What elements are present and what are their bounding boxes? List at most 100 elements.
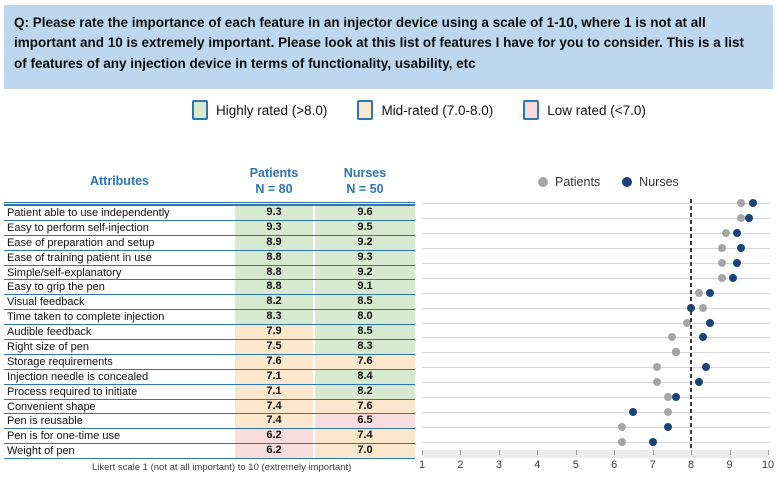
axis-tick-label: 8: [688, 459, 695, 471]
table-header: Attributes Patients N = 80 Nurses N = 50: [4, 160, 415, 205]
nurses-data-point: [733, 229, 742, 238]
legend-item-mid: Mid-rated (7.0-8.0): [357, 100, 493, 120]
col-header-patients: Patients N = 80: [235, 165, 313, 198]
axis-tick-label: 3: [495, 459, 502, 471]
patients-series-label: Patients: [555, 175, 601, 189]
attribute-label: Easy to grip the pen: [7, 281, 105, 294]
chart-legend: Patients Nurses: [538, 175, 679, 189]
nurses-n-label: N = 50: [346, 182, 384, 196]
legend-label-low: Low rated (<7.0): [547, 102, 646, 118]
nurses-score-cell: 9.2: [315, 265, 415, 280]
table-row: Ease of training patient in use 8.8 9.3: [4, 249, 415, 265]
table-row: Easy to grip the pen 8.8 9.1: [4, 279, 415, 295]
col-header-attributes: Attributes: [89, 174, 150, 188]
nurses-data-point: [737, 244, 746, 253]
attribute-label: Patient able to use independently: [7, 206, 170, 219]
chart-row: [422, 390, 770, 405]
axis-tick: [575, 450, 577, 455]
patients-data-point: [737, 199, 746, 208]
axis-tick-label: 2: [457, 459, 464, 471]
nurses-data-point: [733, 259, 742, 267]
nurses-score-cell: 7.6: [315, 399, 415, 414]
nurses-score-cell: 7.6: [315, 354, 415, 369]
patients-score-cell: 7.4: [235, 399, 313, 414]
patients-score-cell: 6.2: [235, 429, 313, 444]
patients-score-cell: 7.1: [235, 384, 313, 399]
nurses-data-point: [748, 199, 757, 208]
nurses-score-cell: 9.6: [315, 206, 415, 220]
table-row: Simple/self-explanatory 8.8 9.2: [4, 264, 415, 280]
axis-tick: [422, 450, 423, 455]
patients-data-point: [717, 259, 726, 267]
nurses-score-cell: 7.4: [315, 429, 415, 444]
attribute-label: Right size of pen: [7, 340, 89, 353]
table-row: Process required to initiate 7.1 8.2: [4, 383, 415, 399]
patients-score-cell: 8.9: [235, 235, 313, 250]
patients-data-point: [652, 378, 661, 387]
chart-row: [422, 434, 770, 449]
legend-item-low: Low rated (<7.0): [523, 100, 646, 120]
rating-band-legend: Highly rated (>8.0) Mid-rated (7.0-8.0) …: [192, 100, 646, 120]
nurses-score-cell: 8.4: [315, 369, 415, 384]
question-text: Q: Please rate the importance of each fe…: [14, 15, 744, 71]
patients-data-point: [617, 422, 626, 431]
table-row: Easy to perform self-injection 9.3 9.5: [4, 219, 415, 235]
nurses-data-point: [664, 422, 673, 431]
chart-row: [422, 360, 770, 375]
table-row: Convenient shape 7.4 7.6: [4, 398, 415, 414]
patients-score-cell: 8.8: [235, 250, 313, 265]
axis-tick-label: 5: [572, 459, 579, 471]
chart-row: [422, 196, 770, 211]
chart-row: [422, 345, 770, 360]
legend-label-mid: Mid-rated (7.0-8.0): [381, 102, 494, 118]
attribute-label: Storage requirements: [7, 355, 113, 368]
chart-legend-nurses: Nurses: [622, 175, 679, 189]
nurses-score-cell: 8.3: [315, 340, 415, 354]
x-axis: [422, 450, 769, 458]
attribute-label: Easy to perform self-injection: [7, 221, 149, 234]
nurses-dot-icon: [622, 177, 633, 187]
nurses-data-point: [694, 378, 703, 387]
patients-score-cell: 7.5: [235, 340, 313, 354]
table-row: Right size of pen 7.5 8.3: [4, 339, 415, 354]
x-axis-labels: 1 2 3 4 5 6 7 8 9 10: [419, 459, 774, 473]
nurses-data-point: [729, 273, 738, 282]
chart-row: [422, 226, 770, 241]
patients-score-cell: 8.8: [235, 280, 313, 295]
nurses-score-cell: 6.5: [315, 414, 415, 429]
patients-score-cell: 7.4: [235, 414, 313, 429]
chart-row: [422, 315, 770, 330]
nurses-data-point: [744, 214, 753, 223]
axis-tick: [460, 450, 462, 455]
chart-row: [422, 419, 770, 434]
patients-score-cell: 9.3: [235, 206, 313, 220]
nurses-score-cell: 8.2: [315, 384, 415, 399]
table-row: Weight of pen 6.2 7.0: [4, 443, 415, 459]
reference-line-8: [690, 199, 692, 455]
chart-row: [422, 300, 770, 315]
table-row: Storage requirements 7.6 7.6: [4, 353, 415, 369]
nurses-header-label: Nurses: [343, 165, 387, 180]
nurses-score-cell: 9.1: [315, 280, 415, 295]
question-box: Q: Please rate the importance of each fe…: [4, 5, 773, 89]
attribute-label: Simple/self-explanatory: [7, 266, 122, 279]
attribute-label: Convenient shape: [7, 400, 96, 413]
nurses-score-cell: 7.0: [315, 444, 415, 459]
attribute-label: Pen is reusable: [7, 415, 83, 428]
patients-score-cell: 8.3: [235, 310, 313, 325]
axis-tick: [614, 450, 616, 455]
patients-data-point: [694, 288, 703, 297]
axis-tick-label: 10: [761, 459, 775, 471]
attribute-label: Process required to initiate: [7, 385, 138, 398]
attribute-label: Time taken to complete injection: [7, 311, 165, 324]
low-rated-swatch-icon: [523, 100, 540, 120]
axis-tick: [652, 450, 654, 455]
patients-data-point: [717, 244, 726, 253]
patients-data-point: [671, 348, 680, 357]
attribute-label: Ease of training patient in use: [7, 251, 152, 264]
legend-label-high: Highly rated (>8.0): [216, 102, 328, 118]
nurses-data-point: [629, 407, 638, 416]
table-row: Time taken to complete injection 8.3 8.0: [4, 309, 415, 325]
patients-data-point: [667, 333, 676, 342]
chart-row: [422, 404, 770, 419]
